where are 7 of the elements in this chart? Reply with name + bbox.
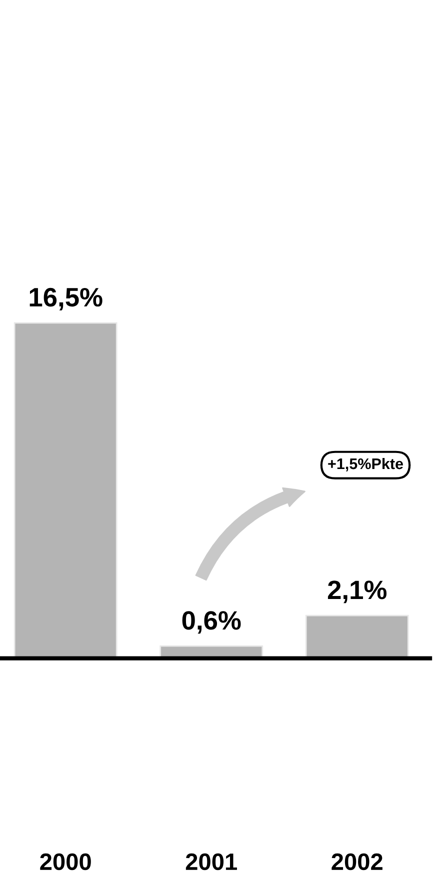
x-tick-label: 2001 — [186, 853, 237, 870]
annotation: +1,5%Pkte — [328, 458, 403, 472]
x-tick-label: 2000 — [40, 853, 91, 870]
x-tick-label: 2002 — [332, 853, 382, 870]
data-label: 2,1% — [328, 580, 386, 604]
data-label: 16,5% — [30, 288, 102, 310]
data-label: 0,6% — [182, 611, 241, 634]
